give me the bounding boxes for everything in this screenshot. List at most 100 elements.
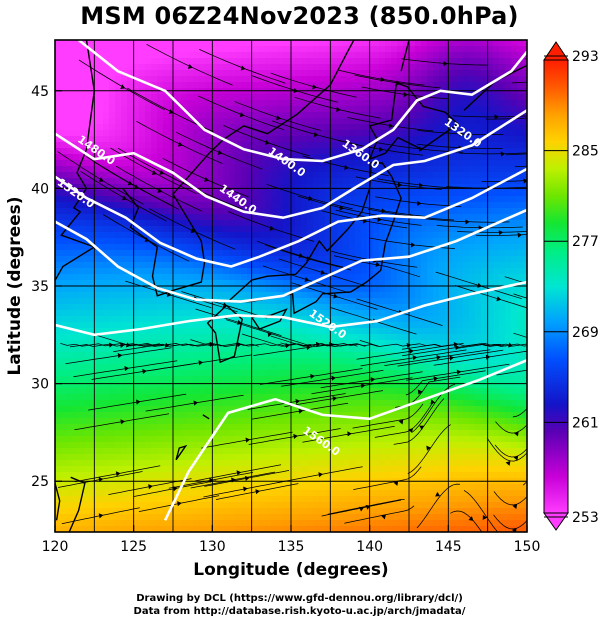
colorbar-tick-label: 261	[572, 415, 599, 431]
y-tick-label: 45	[31, 84, 49, 100]
streamline-arrowhead	[380, 76, 385, 82]
streamline-arrowhead	[318, 472, 323, 478]
credit-line-2: Data from http://database.rish.kyoto-u.a…	[133, 606, 466, 617]
streamline	[352, 403, 424, 429]
streamline-arrowhead	[240, 65, 246, 71]
streamline-arrowhead	[513, 455, 519, 461]
streamline-arrowhead	[295, 398, 301, 405]
streamline-arrowhead	[347, 431, 352, 437]
streamline	[344, 505, 415, 524]
streamline-arrowhead	[406, 342, 412, 348]
streamline	[411, 383, 456, 433]
streamline	[504, 276, 527, 284]
streamline-arrowhead	[513, 431, 519, 437]
streamline-arrowhead	[217, 149, 223, 155]
streamline-arrowhead	[370, 377, 376, 383]
streamline-arrowhead	[120, 84, 126, 90]
streamline-arrowhead	[177, 501, 182, 507]
streamline-arrowhead	[388, 123, 394, 129]
streamline-arrowhead	[456, 369, 462, 375]
map-title: MSM 06Z24Nov2023 (850.0hPa)	[80, 2, 519, 30]
streamline-arrowhead	[313, 131, 319, 138]
streamline	[493, 514, 527, 530]
streamline-arrowhead	[331, 375, 336, 381]
x-tick-label: 130	[199, 539, 226, 555]
streamline-arrowhead	[498, 230, 504, 236]
streamline-arrowhead	[117, 353, 123, 359]
height-contour	[77, 40, 527, 163]
colorbar-body	[543, 59, 569, 514]
streamline-arrowhead	[255, 489, 260, 495]
colorbar-ticks: 293 285 277 269 261 253	[544, 49, 599, 526]
streamline-arrowhead	[236, 470, 242, 476]
streamline-arrowhead	[412, 355, 418, 361]
streamline-arrowhead	[528, 343, 533, 348]
streamline-arrowhead	[98, 476, 104, 483]
streamline	[494, 444, 527, 458]
streamline-arrowhead	[531, 395, 536, 400]
streamline-arrowhead	[98, 513, 104, 519]
streamline-arrowhead	[417, 389, 423, 395]
colorbar-tick-label: 269	[572, 325, 599, 341]
streamline-arrowhead	[193, 400, 199, 406]
streamline	[496, 369, 527, 376]
streamline-arrowhead	[332, 395, 338, 402]
streamline-arrowhead	[329, 342, 334, 348]
streamline-arrowhead	[204, 176, 209, 182]
streamline-arrowhead	[523, 178, 527, 184]
streamline-arrowhead	[496, 296, 502, 302]
streamline-arrowhead	[298, 408, 304, 414]
streamline-arrowhead	[293, 88, 299, 94]
streamline-arrowhead	[419, 146, 424, 152]
streamline-arrowhead	[267, 331, 273, 338]
streamline-arrowhead	[209, 477, 214, 483]
streamline-arrowhead	[124, 366, 129, 372]
streamline-arrowhead	[98, 177, 104, 182]
streamline-arrowhead	[426, 445, 431, 451]
streamline-arrowhead	[397, 182, 403, 188]
colorbar-tick-label: 277	[572, 234, 599, 250]
streamline	[416, 483, 461, 529]
streamline-arrowhead	[293, 433, 298, 440]
streamline-arrowhead	[190, 228, 196, 234]
streamline-arrowhead	[198, 360, 204, 366]
streamline-arrowhead	[120, 342, 125, 348]
height-contour	[55, 109, 527, 220]
streamline-arrowhead	[306, 344, 311, 351]
streamline-arrowhead	[148, 484, 153, 490]
height-contour	[55, 167, 527, 268]
streamline-arrowhead	[375, 261, 381, 267]
streamline-arrowhead	[320, 269, 326, 275]
streamline-arrowhead	[265, 139, 270, 146]
colorbar-bottom-arrow	[543, 512, 569, 531]
x-tick-label: 135	[278, 539, 305, 555]
streamline	[463, 490, 499, 532]
colorbar-tick-label: 293	[572, 49, 599, 65]
streamline-arrowhead	[485, 354, 491, 360]
x-axis-title: Longitude (degrees)	[193, 560, 388, 580]
credits: Drawing by DCL (https://www.gfd-dennou.o…	[0, 592, 599, 618]
streamline-arrowhead	[410, 242, 416, 248]
credit-line-1: Drawing by DCL (https://www.gfd-dennou.o…	[136, 593, 463, 604]
streamline-arrowhead	[417, 200, 422, 206]
height-contour	[163, 358, 527, 521]
streamline-arrowhead	[403, 92, 408, 98]
streamline-arrowhead	[465, 219, 470, 225]
streamline-arrowhead	[142, 368, 147, 374]
streamline-arrowhead	[381, 514, 386, 520]
wind-streamlines	[57, 43, 571, 532]
y-tick-label: 40	[31, 181, 49, 197]
x-tick-label: 120	[42, 539, 69, 555]
streamline-arrowhead	[168, 109, 174, 115]
streamline-arrowhead	[362, 218, 368, 224]
streamline-arrowhead	[419, 425, 425, 431]
streamline-arrowhead	[566, 53, 571, 58]
streamline-arrowhead	[312, 84, 317, 90]
streamline-arrowhead	[239, 112, 245, 118]
streamline-arrowhead	[443, 61, 448, 67]
streamline	[511, 81, 527, 84]
streamline-arrowhead	[333, 293, 338, 299]
streamline-arrowhead	[398, 419, 404, 425]
streamline-arrowhead	[177, 141, 183, 147]
colorbar-tick-label: 285	[572, 144, 599, 160]
